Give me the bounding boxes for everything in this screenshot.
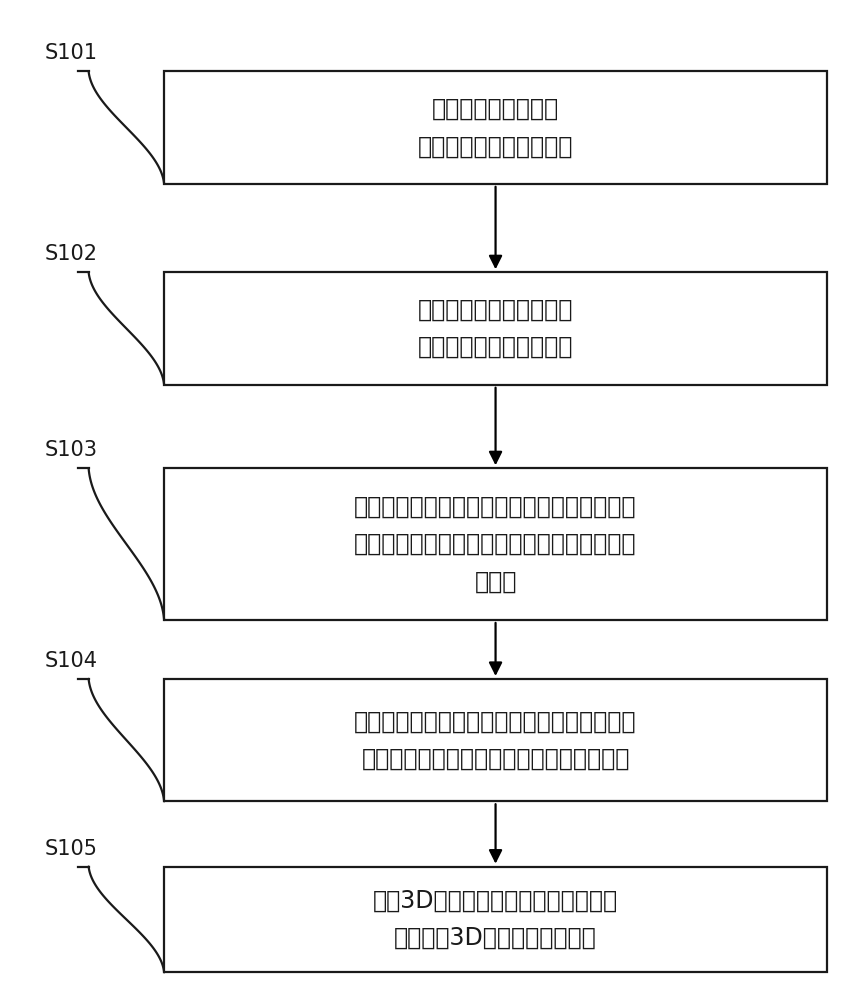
Text: S103: S103 — [44, 440, 97, 460]
Text: S104: S104 — [44, 651, 97, 671]
Text: S101: S101 — [44, 43, 97, 63]
Text: S102: S102 — [44, 244, 97, 264]
Text: 对目标部位进行扫描
获得目标部位的三维图像: 对目标部位进行扫描 获得目标部位的三维图像 — [418, 97, 573, 158]
Bar — [164, 272, 827, 385]
Bar — [164, 867, 827, 972]
Text: 根据重构的三维模型以及医生要求规划进针方
向、进针位置以及进针深度，剂量适形布源粒
子位置: 根据重构的三维模型以及医生要求规划进针方 向、进针位置以及进针深度，剂量适形布源… — [355, 495, 637, 593]
Bar — [164, 468, 827, 620]
Text: 根据重构的三维模型与规划的进针方向、进针
位置以及进针深度，建立导向模板数字模型: 根据重构的三维模型与规划的进针方向、进针 位置以及进针深度，建立导向模板数字模型 — [355, 709, 637, 771]
Bar — [164, 71, 827, 184]
Text: S105: S105 — [44, 839, 97, 859]
Text: 通过3D打印技术将导向模板数字模型
打印成为3D打印微创导向模板: 通过3D打印技术将导向模板数字模型 打印成为3D打印微创导向模板 — [373, 889, 618, 950]
Bar — [164, 679, 827, 801]
Text: 根据获得的三维图像重构
获得目标部位的三维模型: 根据获得的三维图像重构 获得目标部位的三维模型 — [418, 298, 573, 359]
